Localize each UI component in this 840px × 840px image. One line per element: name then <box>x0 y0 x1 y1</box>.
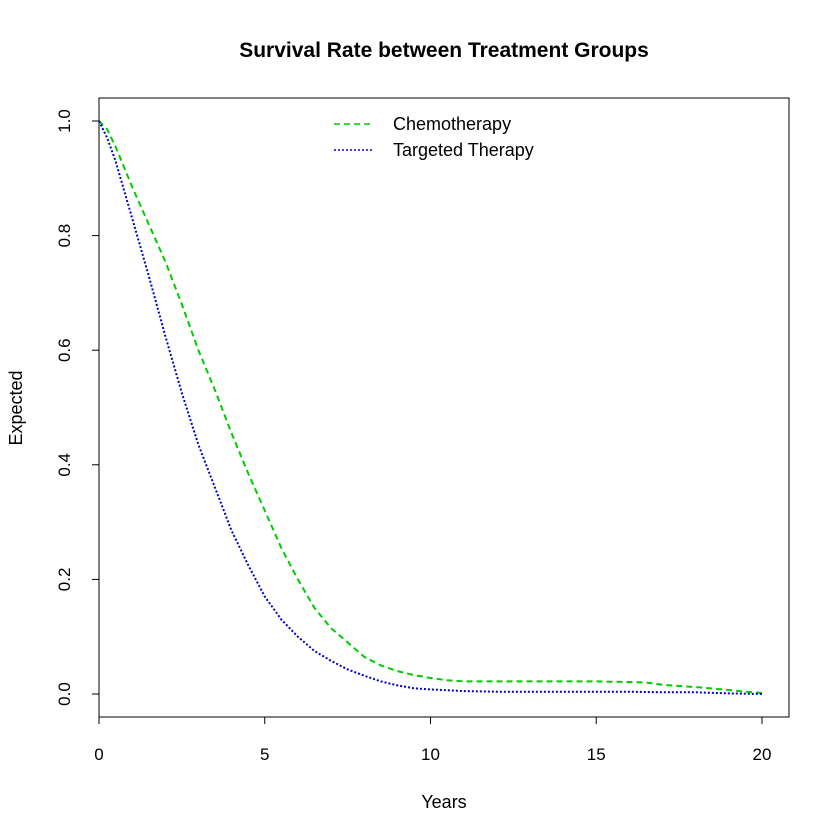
legend: Chemotherapy Targeted Therapy <box>334 114 534 160</box>
x-tick-label: 15 <box>587 745 606 764</box>
y-tick-label: 0.4 <box>55 453 74 477</box>
x-tick-label: 0 <box>94 745 103 764</box>
x-axis: 0 5 10 15 20 <box>94 716 772 764</box>
x-axis-title: Years <box>421 792 466 812</box>
y-tick-label: 0.6 <box>55 338 74 362</box>
x-tick-label: 20 <box>753 745 772 764</box>
y-tick-label: 0.8 <box>55 224 74 248</box>
y-tick-label: 0.2 <box>55 568 74 592</box>
chart-title: Survival Rate between Treatment Groups <box>239 39 649 62</box>
series-layer <box>98 120 763 695</box>
y-tick-label: 1.0 <box>55 109 74 133</box>
x-tick-label: 5 <box>260 745 269 764</box>
legend-label: Targeted Therapy <box>393 140 534 160</box>
plot-frame <box>98 97 790 718</box>
y-tick-label: 0.0 <box>55 682 74 706</box>
x-tick-label: 10 <box>421 745 440 764</box>
y-axis: 0.0 0.2 0.4 0.6 0.8 1.0 <box>55 109 100 706</box>
series-line-chemotherapy <box>98 120 763 694</box>
y-axis-title: Expected <box>6 370 26 445</box>
series-line-targeted-therapy <box>98 120 763 695</box>
legend-label: Chemotherapy <box>393 114 511 134</box>
